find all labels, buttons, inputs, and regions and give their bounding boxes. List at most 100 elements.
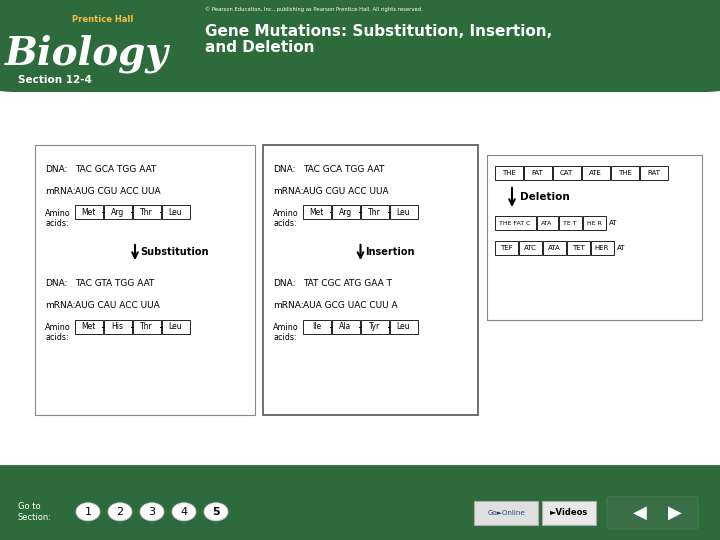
Text: Met: Met	[81, 322, 96, 331]
Text: and Deletion: and Deletion	[205, 40, 315, 55]
Text: RAT: RAT	[647, 171, 660, 177]
Text: ATA: ATA	[541, 221, 553, 226]
Text: THE FAT C: THE FAT C	[499, 221, 531, 226]
Text: Section 12-4: Section 12-4	[18, 75, 92, 85]
Text: Go to
Section:: Go to Section:	[18, 502, 52, 522]
Text: AT: AT	[609, 220, 618, 226]
Text: Leu: Leu	[397, 322, 410, 331]
Text: TEF: TEF	[500, 246, 513, 252]
Text: AUG CAU ACC UUA: AUG CAU ACC UUA	[75, 301, 160, 310]
FancyBboxPatch shape	[132, 205, 161, 219]
Text: Ala: Ala	[339, 322, 351, 331]
Text: Leu: Leu	[397, 208, 410, 217]
Text: DNA:: DNA:	[273, 165, 295, 174]
Text: Arg: Arg	[111, 208, 124, 217]
FancyBboxPatch shape	[542, 241, 565, 255]
FancyBboxPatch shape	[495, 166, 523, 180]
Text: mRNA:: mRNA:	[273, 187, 304, 196]
Text: Go►Online: Go►Online	[487, 510, 525, 516]
Text: © Pearson Education, Inc., publishing as Pearson Prentice Hall. All rights reser: © Pearson Education, Inc., publishing as…	[205, 6, 423, 12]
Text: Thr: Thr	[140, 208, 153, 217]
Text: Tyr: Tyr	[369, 322, 380, 331]
Text: Amino: Amino	[45, 209, 71, 218]
Text: mRNA:: mRNA:	[273, 301, 304, 310]
Text: Amino: Amino	[45, 323, 71, 332]
FancyBboxPatch shape	[361, 320, 389, 334]
Text: 3: 3	[148, 507, 156, 517]
Text: TE T: TE T	[563, 221, 577, 226]
FancyBboxPatch shape	[582, 217, 606, 231]
FancyBboxPatch shape	[302, 320, 330, 334]
Text: Substitution: Substitution	[140, 247, 209, 258]
Text: Amino: Amino	[273, 323, 299, 332]
Text: His: His	[112, 322, 124, 331]
FancyBboxPatch shape	[495, 241, 518, 255]
Ellipse shape	[140, 503, 164, 521]
Text: TET: TET	[572, 246, 585, 252]
Text: ▶: ▶	[668, 504, 682, 522]
Text: DNA:: DNA:	[45, 279, 68, 288]
Text: Biology: Biology	[5, 35, 169, 73]
Ellipse shape	[204, 503, 228, 521]
Text: CAT: CAT	[560, 171, 573, 177]
FancyBboxPatch shape	[302, 205, 330, 219]
Text: Thr: Thr	[140, 322, 153, 331]
FancyBboxPatch shape	[104, 320, 132, 334]
FancyBboxPatch shape	[390, 320, 418, 334]
FancyBboxPatch shape	[361, 205, 389, 219]
FancyBboxPatch shape	[390, 205, 418, 219]
FancyBboxPatch shape	[74, 205, 102, 219]
FancyBboxPatch shape	[161, 320, 189, 334]
Text: TAC GTA TGG AAT: TAC GTA TGG AAT	[75, 279, 154, 288]
Text: DNA:: DNA:	[273, 279, 295, 288]
FancyBboxPatch shape	[542, 501, 596, 525]
Text: AUG CGU ACC UUA: AUG CGU ACC UUA	[75, 187, 161, 196]
Text: Prentice Hall: Prentice Hall	[72, 16, 133, 24]
FancyBboxPatch shape	[74, 320, 102, 334]
FancyBboxPatch shape	[536, 217, 557, 231]
FancyBboxPatch shape	[639, 166, 667, 180]
Text: THE: THE	[618, 171, 631, 177]
FancyBboxPatch shape	[104, 205, 132, 219]
FancyBboxPatch shape	[559, 217, 582, 231]
Text: mRNA:: mRNA:	[45, 301, 76, 310]
Text: Insertion: Insertion	[366, 247, 415, 258]
Text: AUA GCG UAC CUU A: AUA GCG UAC CUU A	[303, 301, 397, 310]
Text: mRNA:: mRNA:	[45, 187, 76, 196]
Text: acids:: acids:	[45, 219, 68, 228]
Text: TAT CGC ATG GAA T: TAT CGC ATG GAA T	[303, 279, 392, 288]
FancyBboxPatch shape	[495, 217, 536, 231]
Text: Amino: Amino	[273, 209, 299, 218]
FancyBboxPatch shape	[611, 166, 639, 180]
Text: FAT: FAT	[531, 171, 544, 177]
Text: ATC: ATC	[523, 246, 536, 252]
FancyBboxPatch shape	[132, 320, 161, 334]
FancyBboxPatch shape	[331, 205, 359, 219]
FancyBboxPatch shape	[487, 155, 702, 320]
Ellipse shape	[76, 503, 100, 521]
Text: THE: THE	[502, 171, 516, 177]
Text: ATE: ATE	[589, 171, 602, 177]
Text: 4: 4	[181, 507, 188, 517]
FancyBboxPatch shape	[35, 145, 255, 415]
FancyBboxPatch shape	[590, 241, 613, 255]
Text: 1: 1	[84, 507, 91, 517]
Text: DNA:: DNA:	[45, 165, 68, 174]
Text: acids:: acids:	[273, 333, 297, 342]
Ellipse shape	[172, 503, 196, 521]
FancyBboxPatch shape	[582, 166, 610, 180]
Text: AT: AT	[617, 246, 626, 252]
Ellipse shape	[108, 503, 132, 521]
FancyBboxPatch shape	[552, 166, 580, 180]
Text: Met: Met	[310, 208, 324, 217]
FancyBboxPatch shape	[331, 320, 359, 334]
FancyBboxPatch shape	[518, 241, 541, 255]
Text: HE R: HE R	[587, 221, 601, 226]
FancyBboxPatch shape	[161, 205, 189, 219]
Text: Thr: Thr	[368, 208, 381, 217]
Text: 5: 5	[212, 507, 220, 517]
Text: AUG CGU ACC UUA: AUG CGU ACC UUA	[303, 187, 389, 196]
FancyBboxPatch shape	[523, 166, 552, 180]
Text: HER: HER	[595, 246, 609, 252]
Text: ►Videos: ►Videos	[550, 508, 588, 517]
